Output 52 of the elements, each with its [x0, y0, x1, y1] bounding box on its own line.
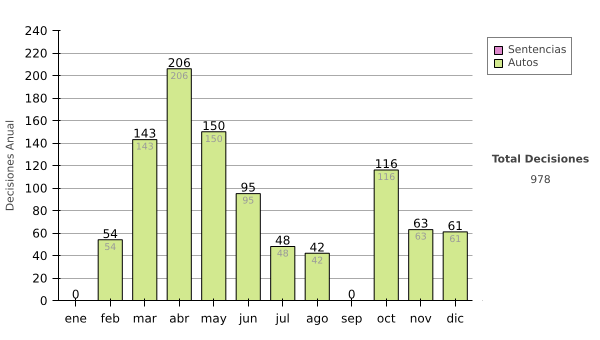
data-label: 150 [204, 134, 223, 145]
data-label: 143 [136, 142, 154, 153]
y-tick-label: 220 [24, 46, 48, 60]
total-label: 0 [72, 288, 80, 302]
data-label: 61 [449, 234, 462, 245]
x-tick-label: dic [446, 312, 464, 326]
text: Total Decisiones [492, 152, 590, 166]
total-label: 48 [275, 234, 290, 248]
y-tick-label: 200 [24, 69, 48, 83]
x-tick-label: mar [132, 312, 157, 326]
y-tick-label: 240 [24, 24, 48, 38]
y-tick-label: 180 [24, 92, 48, 106]
total-label: 116 [374, 157, 398, 171]
total-label: 63 [413, 216, 428, 231]
total-label: 61 [448, 218, 463, 233]
data-label: 48 [276, 248, 289, 260]
total-label: 42 [310, 240, 325, 254]
y-tick-label: 120 [24, 159, 48, 173]
total-label: 206 [168, 56, 191, 70]
y-tick-label: 80 [32, 204, 48, 218]
x-tick-label: abr [169, 312, 190, 326]
y-tick-label: 0 [40, 294, 48, 308]
y-tick-label: 160 [24, 114, 48, 128]
data-label: 95 [242, 196, 254, 207]
total-label: 95 [240, 180, 256, 195]
y-tick-label: 100 [24, 182, 48, 196]
x-tick-label: feb [100, 312, 120, 326]
x-tick-label: jul [274, 312, 290, 326]
x-tick-label: jun [238, 312, 258, 326]
total-label: 143 [133, 126, 156, 141]
legend-label: Sentencias [508, 43, 566, 56]
total-label: 150 [202, 118, 226, 133]
x-tick-label: sep [341, 312, 362, 326]
data-label: 42 [311, 255, 324, 266]
x-tick-label: nov [410, 312, 432, 326]
data-label: 116 [377, 172, 396, 183]
y-tick-label: 40 [32, 249, 48, 263]
data-label: 54 [104, 242, 116, 253]
text: 978 [530, 173, 551, 186]
legend-label: Autos [508, 56, 538, 69]
x-tick-label: ago [306, 312, 328, 326]
y-axis-title: Decisiones Anual [4, 120, 17, 212]
data-label: 206 [170, 70, 188, 82]
x-tick-label: oct [376, 312, 396, 326]
y-tick-label: 140 [24, 136, 48, 150]
total-label: 0 [348, 288, 356, 302]
y-tick-label: 20 [32, 272, 48, 286]
x-tick-label: ene [64, 312, 87, 326]
y-tick-label: 60 [32, 226, 48, 240]
total-label: 54 [102, 226, 118, 241]
x-tick-label: may [200, 312, 227, 326]
data-label: 63 [414, 232, 427, 243]
